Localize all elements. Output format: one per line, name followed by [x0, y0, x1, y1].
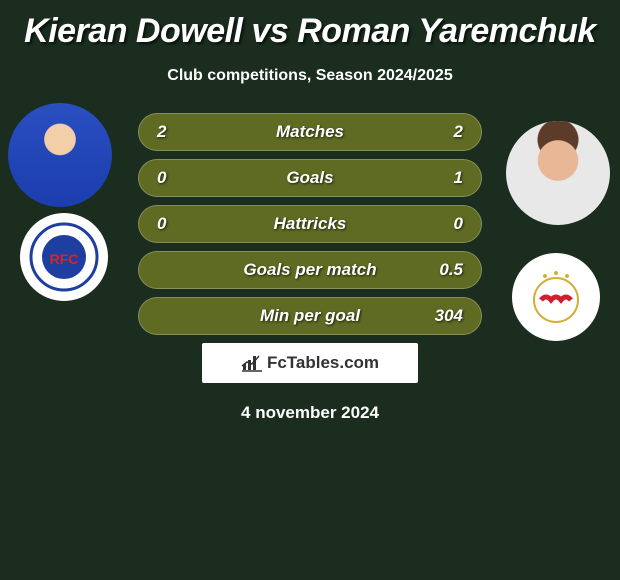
- subtitle: Club competitions, Season 2024/2025: [0, 67, 620, 85]
- page-title: Kieran Dowell vs Roman Yaremchuk: [0, 0, 620, 51]
- watermark-text: FcTables.com: [267, 353, 379, 373]
- stat-value-left: 2: [157, 122, 197, 142]
- stat-row: 0 Goals 1: [138, 159, 482, 197]
- player-right-avatar: [506, 121, 610, 225]
- rangers-badge-icon: RFC: [29, 222, 99, 292]
- stat-value-right: 1: [423, 168, 463, 188]
- stat-row: Goals per match 0.5: [138, 251, 482, 289]
- watermark: FcTables.com: [202, 343, 418, 383]
- club-right-badge: [512, 253, 600, 341]
- stat-value-right: 2: [423, 122, 463, 142]
- stat-row: 0 Hattricks 0: [138, 205, 482, 243]
- stat-label: Hattricks: [274, 214, 347, 234]
- stat-label: Goals: [286, 168, 333, 188]
- bar-chart-icon: [241, 354, 263, 372]
- stat-label: Goals per match: [243, 260, 376, 280]
- player-left-silhouette: [8, 103, 112, 207]
- club-left-badge: RFC: [20, 213, 108, 301]
- stat-label: Min per goal: [260, 306, 360, 326]
- stat-value-right: 304: [423, 306, 463, 326]
- olympiacos-badge-icon: [521, 262, 591, 332]
- stat-row: Min per goal 304: [138, 297, 482, 335]
- comparison-content: RFC 2 Matches 2 0 Goals 1 0 Hattricks 0 Goals per…: [0, 113, 620, 423]
- player-right-silhouette: [506, 121, 610, 225]
- stat-value-right: 0.5: [423, 260, 463, 280]
- stat-value-left: 0: [157, 214, 197, 234]
- stats-table: 2 Matches 2 0 Goals 1 0 Hattricks 0 Goals per mat…: [138, 113, 482, 335]
- stat-label: Matches: [276, 122, 344, 142]
- date-label: 4 november 2024: [0, 403, 620, 423]
- stat-value-left: 0: [157, 168, 197, 188]
- stat-value-right: 0: [423, 214, 463, 234]
- stat-row: 2 Matches 2: [138, 113, 482, 151]
- player-left-avatar: [8, 103, 112, 207]
- svg-text:RFC: RFC: [50, 251, 79, 267]
